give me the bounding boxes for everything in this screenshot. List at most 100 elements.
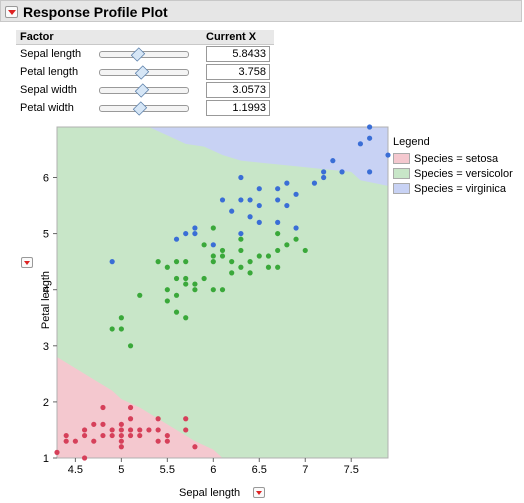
- data-point: [100, 432, 106, 439]
- setosa-region: [57, 357, 223, 458]
- data-point: [183, 230, 189, 237]
- data-point: [63, 438, 69, 444]
- factor-slider[interactable]: [94, 63, 202, 81]
- data-point: [109, 259, 115, 265]
- data-point: [284, 202, 290, 209]
- data-point: [109, 432, 115, 439]
- data-point: [118, 315, 124, 321]
- data-point: [210, 253, 216, 259]
- current-x-input[interactable]: 5.8433: [206, 46, 270, 62]
- factor-row: Petal width 1.1993: [16, 99, 274, 117]
- panel-title: Response Profile Plot: [23, 4, 168, 20]
- data-point: [164, 298, 170, 304]
- slider-thumb[interactable]: [135, 83, 150, 98]
- data-point: [72, 438, 78, 444]
- current-x-input[interactable]: 3.0573: [206, 82, 270, 98]
- data-point: [201, 275, 207, 282]
- factor-slider[interactable]: [94, 45, 202, 64]
- factor-slider[interactable]: [94, 81, 202, 99]
- data-point: [275, 186, 281, 192]
- slider-thumb[interactable]: [135, 65, 150, 80]
- factor-row: Sepal width 3.0573: [16, 81, 274, 99]
- data-point: [275, 230, 281, 237]
- data-point: [173, 309, 180, 315]
- y-tick-label: 3: [43, 341, 49, 353]
- data-point: [265, 253, 272, 259]
- data-point: [164, 432, 170, 439]
- data-point: [100, 421, 106, 427]
- data-point: [247, 214, 253, 220]
- data-point: [54, 449, 60, 455]
- data-point: [210, 259, 216, 265]
- data-point: [357, 141, 364, 147]
- data-point: [367, 135, 373, 141]
- x-axis-menu-icon[interactable]: [253, 487, 265, 498]
- x-tick-label: 6: [210, 464, 216, 476]
- data-point: [164, 264, 170, 270]
- factor-table: Factor Current X Sepal length 5.8433 Petal…: [16, 30, 274, 117]
- data-point: [155, 416, 161, 422]
- data-point: [81, 455, 88, 461]
- data-point: [265, 264, 272, 270]
- data-point: [238, 230, 244, 237]
- current-x-input[interactable]: 3.758: [206, 64, 270, 80]
- y-axis-menu-icon[interactable]: [21, 257, 33, 268]
- current-x-cell: 5.8433: [202, 45, 274, 64]
- data-point: [81, 432, 88, 439]
- data-point: [385, 152, 391, 158]
- current-x-column-header: Current X: [202, 30, 274, 45]
- data-point: [192, 287, 198, 293]
- data-point: [284, 242, 290, 248]
- data-point: [256, 253, 262, 259]
- data-point: [137, 292, 143, 298]
- data-point: [109, 427, 115, 433]
- data-point: [127, 432, 134, 439]
- data-point: [201, 242, 207, 248]
- data-point: [192, 281, 198, 287]
- data-point: [247, 197, 253, 203]
- data-point: [330, 158, 336, 164]
- versicolor-region: [57, 127, 388, 458]
- legend-item[interactable]: Species = setosa: [393, 151, 513, 166]
- factor-name: Sepal width: [20, 84, 77, 96]
- data-point: [275, 247, 281, 254]
- x-tick-label: 4.5: [68, 464, 83, 476]
- data-point: [81, 427, 88, 433]
- data-point: [146, 427, 152, 433]
- x-tick-label: 6.5: [252, 464, 267, 476]
- data-point: [118, 421, 124, 427]
- data-point: [210, 242, 216, 248]
- data-point: [219, 247, 226, 254]
- factor-row: Sepal length 5.8433: [16, 45, 274, 64]
- factor-name: Petal width: [20, 102, 74, 114]
- data-point: [91, 438, 97, 444]
- legend-item[interactable]: Species = versicolor: [393, 166, 513, 181]
- data-point: [127, 343, 134, 349]
- slider-column-header: [94, 30, 202, 45]
- data-point: [219, 197, 226, 203]
- current-x-input[interactable]: 1.1993: [206, 100, 270, 116]
- data-point: [256, 186, 262, 192]
- factor-slider[interactable]: [94, 99, 202, 117]
- data-point: [118, 444, 124, 450]
- data-point: [118, 438, 124, 444]
- data-point: [302, 247, 308, 254]
- x-tick-label: 5: [118, 464, 124, 476]
- data-point: [155, 438, 161, 444]
- data-point: [173, 275, 180, 282]
- data-point: [164, 287, 170, 293]
- slider-thumb[interactable]: [130, 47, 145, 62]
- y-tick-label: 6: [43, 172, 49, 184]
- legend-title: Legend: [393, 136, 430, 148]
- data-point: [192, 444, 198, 450]
- slider-thumb[interactable]: [133, 101, 148, 116]
- data-point: [210, 225, 216, 231]
- disclosure-menu-icon[interactable]: [5, 6, 18, 18]
- data-point: [275, 264, 281, 270]
- data-point: [173, 259, 180, 265]
- data-point: [229, 259, 235, 265]
- x-axis-label: Sepal length: [179, 487, 241, 499]
- data-point: [238, 197, 244, 203]
- data-point: [219, 253, 226, 259]
- legend-item[interactable]: Species = virginica: [393, 181, 513, 196]
